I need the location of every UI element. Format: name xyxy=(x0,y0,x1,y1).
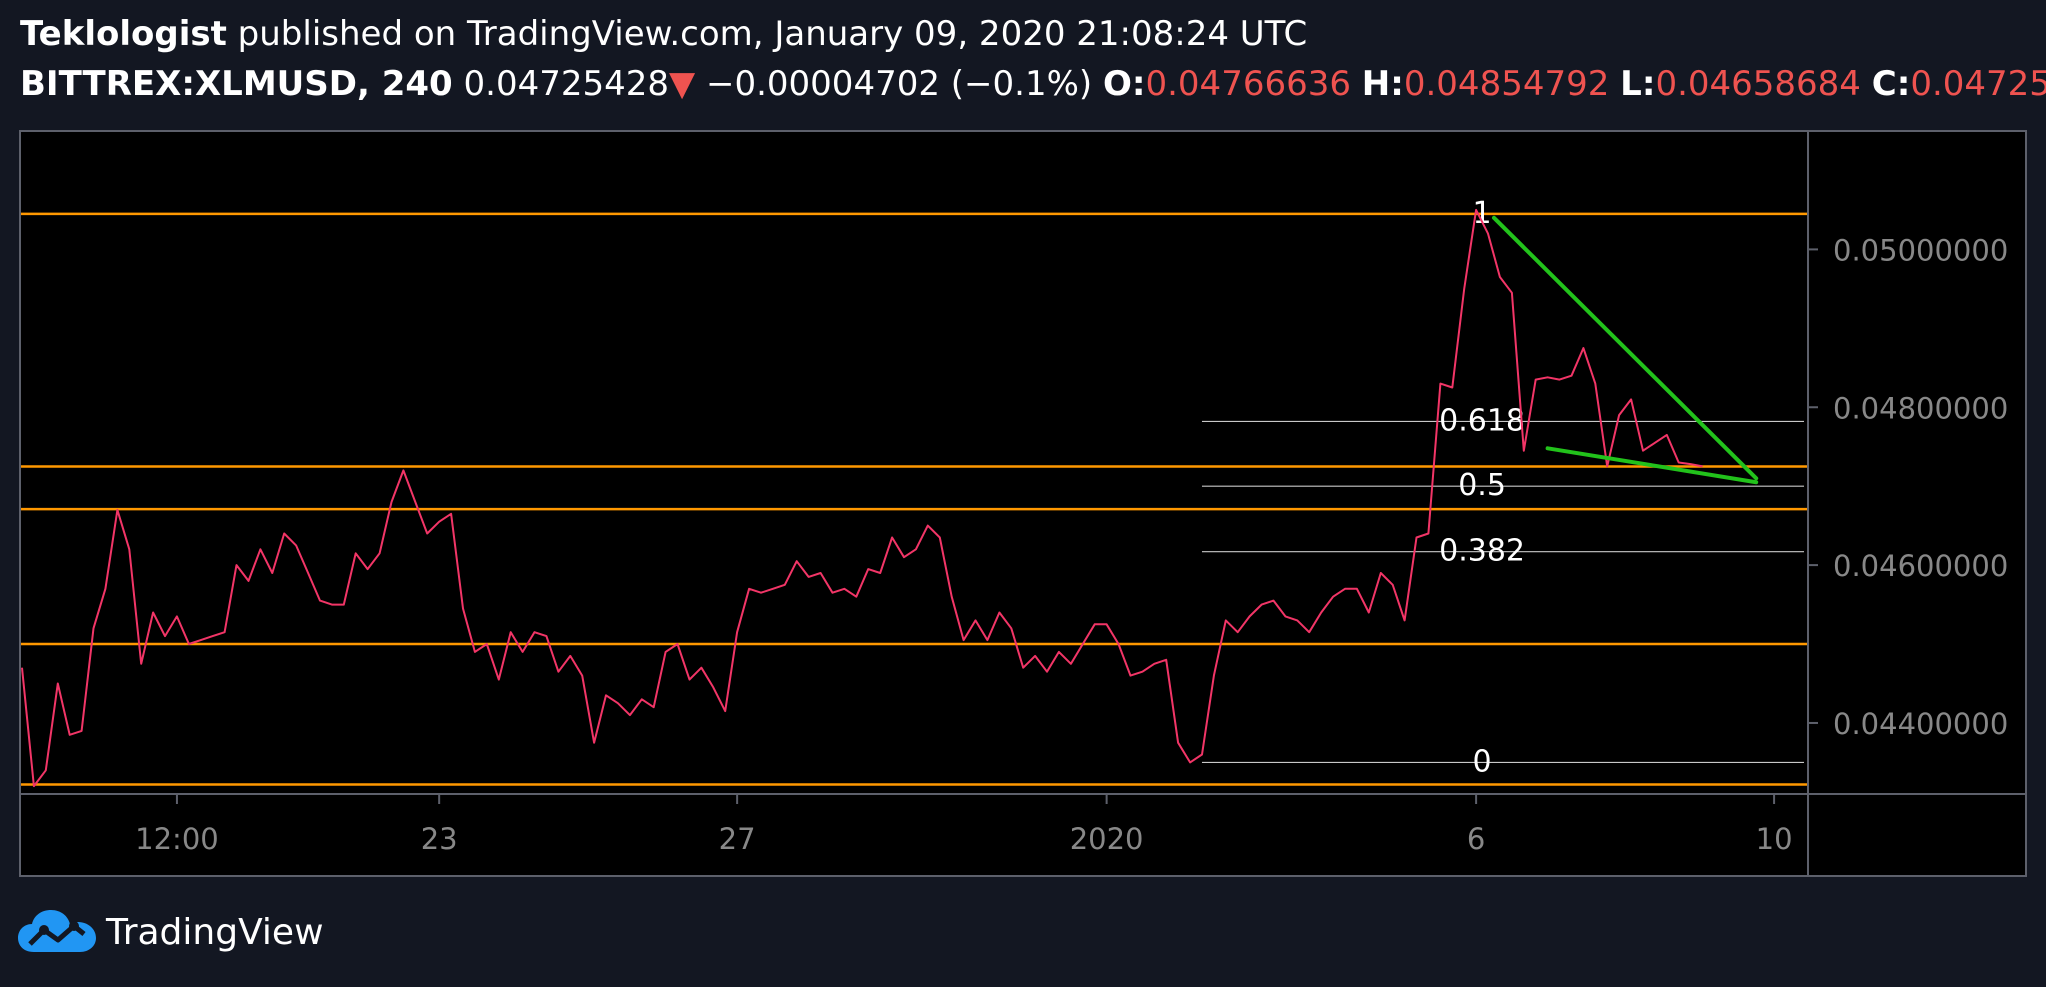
symbol-interval: BITTREX:XLMUSD, 240 xyxy=(20,64,453,104)
axis-corner xyxy=(1808,794,2026,876)
fib-label-3: 0.382 xyxy=(1439,534,1525,569)
published-text: published on TradingView.com, January 09… xyxy=(237,14,1308,54)
down-arrow-icon: ▼ xyxy=(669,64,696,104)
fib-label-1: 0.618 xyxy=(1439,403,1525,438)
time-tick-label-1: 23 xyxy=(421,822,458,856)
fibonacci-retracement: 1 0.618 0.5 0.382 0 xyxy=(1201,196,1804,779)
symbol-info: BITTREX:XLMUSD, 240 0.04725428▼ −0.00004… xyxy=(20,64,2046,104)
fib-label-4: 0 xyxy=(1473,744,1492,779)
high-label: H: xyxy=(1361,64,1404,104)
fib-label-2: 0.5 xyxy=(1458,468,1506,503)
time-axis: 12:00 23 27 2020 6 10 xyxy=(135,794,1793,856)
price-tick-label-1: 0.04800000 xyxy=(1833,391,2008,425)
time-tick-label-3: 2020 xyxy=(1070,822,1144,856)
price-tick-label-2: 0.04600000 xyxy=(1833,549,2008,583)
time-tick-label-0: 12:00 xyxy=(135,822,219,856)
price-series xyxy=(21,208,1703,788)
author-name[interactable]: Teklologist xyxy=(20,14,227,54)
price-change: −0.00004702 (−0.1%) xyxy=(705,64,1093,104)
open-value: 0.04766636 xyxy=(1145,64,1351,104)
last-price: 0.04725428 xyxy=(463,64,670,104)
close-value: 0.04725428 xyxy=(1910,64,2046,104)
price-tick-label-0: 0.05000000 xyxy=(1833,233,2008,267)
horizontal-levels xyxy=(20,212,1808,786)
fib-label-0: 1 xyxy=(1473,196,1492,231)
close-label: C: xyxy=(1871,64,1911,104)
plot-background xyxy=(20,131,1808,794)
chart-border xyxy=(19,130,2027,877)
trend-line-1 xyxy=(1545,446,1759,485)
tradingview-brand[interactable]: TradingView xyxy=(18,904,324,960)
price-tick-label-3: 0.04400000 xyxy=(1833,707,2008,741)
trend-lines xyxy=(1491,215,1759,485)
open-label: O: xyxy=(1102,64,1146,104)
brand-name: TradingView xyxy=(106,911,324,953)
trend-line-0 xyxy=(1491,215,1759,481)
price-axis: 0.05000000 0.04800000 0.04600000 0.04400000 xyxy=(1808,233,2008,741)
publish-info: Teklologist published on TradingView.com… xyxy=(20,14,1307,54)
time-tick-label-2: 27 xyxy=(719,822,756,856)
time-tick-label-5: 10 xyxy=(1756,822,1793,856)
price-axis-background[interactable] xyxy=(1808,131,2026,794)
low-label: L: xyxy=(1620,64,1656,104)
time-axis-background[interactable] xyxy=(20,794,1808,876)
high-value: 0.04854792 xyxy=(1403,64,1610,104)
time-tick-label-4: 6 xyxy=(1467,822,1485,856)
tradingview-cloud-icon xyxy=(18,910,96,952)
price-line-0 xyxy=(21,208,1703,788)
low-value: 0.04658684 xyxy=(1655,64,1861,104)
